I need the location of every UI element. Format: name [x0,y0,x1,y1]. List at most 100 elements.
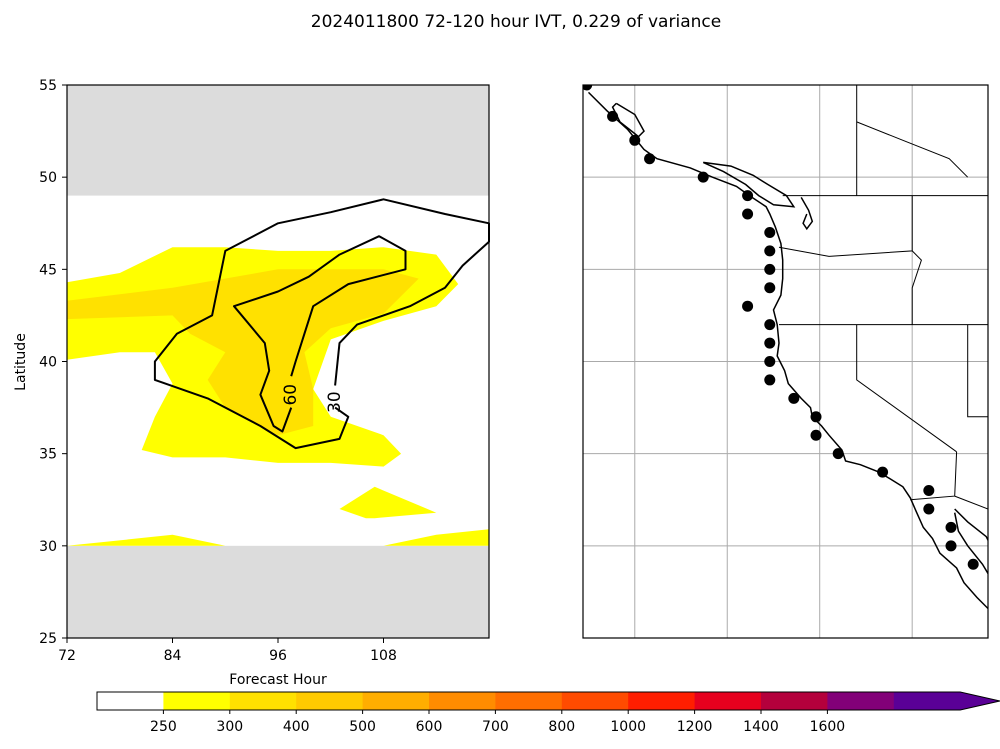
coastline-baja-inner [953,512,988,575]
marker-26 [990,577,1000,588]
marker-3 [644,153,656,165]
marker-21 [923,485,935,497]
filled-contours [67,247,489,546]
marker-9 [764,263,776,275]
colorbar-cell-10 [761,692,828,710]
filled-region-250-1 [67,529,489,546]
state-borders [778,85,988,510]
missing-data-regions [67,85,489,638]
y-tick-label-25: 25 [39,631,57,647]
colorbar-tick-label-500: 500 [349,719,376,735]
marker-15 [764,374,776,386]
colorbar-tick-label-700: 700 [482,719,509,735]
marker-17 [810,411,822,423]
colorbar-cell-1 [163,692,231,710]
marker-0 [583,85,593,91]
colorbar-tick-label-1000: 1000 [610,719,646,735]
ivt-contour-panel: 30 60 72 84 96 108 25 30 35 40 45 50 55 Forecast H… [13,78,490,688]
colorbar-cell-0 [97,692,164,710]
marker-18 [810,429,822,441]
y-tick-label-35: 35 [39,447,57,463]
y-tick-label-45: 45 [39,262,57,278]
colorbar-tick-label-800: 800 [548,719,575,735]
colorbar-tick-label-600: 600 [416,719,443,735]
colorbar-cell-9 [694,692,762,710]
marker-16 [788,392,800,404]
x-tick-label-72: 72 [58,648,76,664]
marker-11 [742,300,754,312]
colorbar-outline [96,691,1000,711]
colorbar-cell-12 [893,692,961,710]
coastline-map-panel [582,84,1000,639]
border-line-4 [856,324,957,453]
coastal-markers [583,85,1000,607]
marker-8 [764,245,776,257]
coastline-gulf [954,508,988,542]
border-line-1 [778,195,913,257]
colorbar-tick-label-1200: 1200 [677,719,713,735]
chart-title: 2024011800 72-120 hour IVT, 0.229 of var… [311,12,721,32]
filled-region-250-2 [339,486,437,519]
marker-5 [742,190,754,202]
contour-label-30: 30 [325,391,345,413]
coastline-vancouver-island [702,161,796,208]
coastline-puget-sound [800,197,814,231]
missing-data-north [67,85,489,196]
marker-23 [945,521,957,533]
marker-24 [945,540,957,552]
y-axis-label: Latitude [13,333,29,391]
border-line-7 [954,495,988,510]
y-tick-label-55: 55 [39,78,57,94]
y-tick-label-30: 30 [39,539,57,555]
x-axis-label: Forecast Hour [229,672,327,688]
marker-4 [697,171,709,183]
colorbar-cell-8 [628,692,696,710]
colorbar-ticks: 250 300 400 500 600 700 800 1000 1200 1400 1600 [150,710,845,735]
contour-lines [153,198,490,450]
y-tick-label-50: 50 [39,170,57,186]
border-line-5 [967,324,988,418]
colorbar-cell-6 [495,692,563,710]
border-line-2 [911,250,922,325]
contour-labels: 30 60 [281,384,345,413]
marker-22 [923,503,935,515]
colorbar-cell-5 [429,692,496,710]
x-tick-label-96: 96 [269,648,287,664]
colorbar-cells [96,691,1000,711]
marker-20 [877,466,889,478]
colorbar-tick-label-1400: 1400 [743,719,779,735]
map-gridlines [583,85,988,638]
colorbar-cell-2 [229,692,297,710]
marker-6 [742,208,754,220]
y-tick-label-40: 40 [39,355,57,371]
colorbar-cell-4 [362,692,430,710]
y-axis-ticks: 25 30 35 40 45 50 55 [39,78,67,647]
marker-25 [967,558,979,570]
x-axis-ticks: 72 84 96 108 [58,638,397,664]
map-contents [583,85,1000,638]
colorbar-tick-label-300: 300 [216,719,243,735]
coastline-main [587,91,988,610]
missing-data-south [67,545,489,638]
colorbar-tick-label-250: 250 [150,719,177,735]
coastline [587,91,988,610]
border-line-10 [856,121,969,178]
map-frame [582,84,989,639]
marker-27 [990,596,1000,607]
marker-1 [607,110,619,122]
x-tick-label-108: 108 [370,648,397,664]
colorbar-cell-7 [561,692,629,710]
colorbar-cell-3 [296,692,364,710]
marker-14 [764,356,776,367]
colorbar-extend-arrow [960,692,1000,710]
colorbar-tick-label-400: 400 [283,719,310,735]
marker-13 [764,337,776,349]
contour-line-60 [233,235,407,433]
contour-label-60: 60 [281,384,301,406]
marker-7 [764,226,776,238]
contour-line-30 [153,198,490,450]
colorbar-tick-label-1600: 1600 [810,719,846,735]
marker-10 [764,282,776,294]
colorbar-cell-11 [827,692,895,710]
